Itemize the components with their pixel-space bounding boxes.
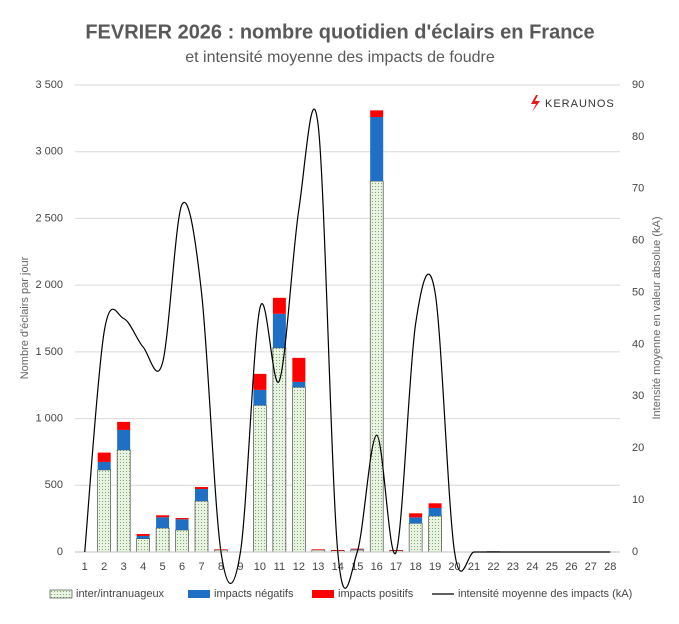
bar-segment [194,500,209,553]
bar-segment [292,357,306,382]
bar-segment [175,519,189,530]
x-tick-label: 25 [546,561,558,573]
legend-label: inter/intranuageux [76,588,165,600]
y2-tick-label: 20 [632,442,644,454]
x-tick-label: 10 [254,561,266,573]
bar-segment [155,527,170,553]
x-tick-label: 17 [390,561,402,573]
x-tick-label: 12 [293,561,305,573]
bar-segment [272,313,286,348]
y-tick-label: 500 [45,479,63,491]
bar-segment [117,429,131,450]
bar-segment [117,421,131,430]
y-tick-label: 3 500 [35,79,63,91]
y2-tick-label: 30 [632,390,644,402]
x-tick-label: 28 [604,561,616,573]
bar-segment [253,404,267,553]
x-tick-label: 2 [101,561,107,573]
y2-tick-label: 0 [632,546,638,558]
legend-swatch [312,590,334,598]
x-tick-label: 8 [218,561,224,573]
bar-segment [292,381,306,388]
brand-icon [531,95,540,112]
bar-segment [408,523,423,553]
legend-label: impacts positifs [338,588,414,600]
bar-segment [370,117,384,182]
legend-swatch [49,589,73,599]
x-tick-label: 16 [371,561,383,573]
y2-axis-title: Intensité moyenne en valeur absolue (kA) [651,216,663,419]
bar-segment [253,373,267,390]
bar-segment [253,389,267,406]
x-tick-label: 14 [332,561,344,573]
y-tick-label: 0 [57,546,63,558]
bar-segment [97,461,111,470]
bar-segment [369,180,384,553]
bar-segment [311,549,325,550]
y-tick-label: 1 500 [35,346,63,358]
legend-label: impacts négatifs [214,588,294,600]
bar-segment [195,487,209,490]
y2-tick-label: 80 [632,131,644,143]
x-tick-label: 23 [507,561,519,573]
y-tick-label: 3 000 [35,146,63,158]
y2-tick-label: 90 [632,79,644,91]
x-tick-label: 6 [179,561,185,573]
bar-segment [350,548,364,550]
bar-segment [136,533,150,536]
legend-swatch [188,590,210,598]
intensity-line [84,108,611,589]
bar-segment [175,529,189,553]
y2-tick-label: 60 [632,235,644,247]
bar-segment [116,449,131,553]
x-tick-label: 20 [448,561,460,573]
y2-tick-label: 40 [632,338,644,350]
bar-segment [272,347,287,553]
y2-tick-label: 50 [632,286,644,298]
bar-segment [272,297,286,314]
bar-segment [156,515,170,518]
bar-segment [370,110,384,118]
x-tick-label: 27 [585,561,597,573]
bar-segment [195,489,209,502]
x-tick-label: 7 [198,561,204,573]
y-axis-title: Nombre d'éclairs par jour [19,256,31,379]
x-tick-label: 11 [274,561,285,573]
x-tick-label: 3 [121,561,127,573]
bar-segment [409,517,423,524]
bar-segment [136,538,150,553]
y-tick-label: 2 000 [35,279,63,291]
bar-segment [428,507,442,516]
x-tick-label: 21 [468,561,480,573]
bar-segment [409,513,423,518]
bar-segment [156,517,170,528]
x-tick-label: 5 [160,561,166,573]
bar-segment [292,386,306,553]
brand: KERAUNOS [545,98,615,110]
x-tick-label: 24 [526,561,538,573]
legend-label: intensité moyenne des impacts (kA) [458,588,632,600]
bar-segment [428,503,442,508]
x-tick-label: 9 [237,561,243,573]
bar-segment [136,535,150,539]
x-tick-label: 4 [140,561,146,573]
x-tick-label: 1 [82,561,88,573]
y-tick-label: 1 000 [35,412,63,424]
bar-segment [428,515,442,553]
x-tick-label: 22 [487,561,499,573]
y2-tick-label: 70 [632,183,644,195]
y2-tick-label: 10 [632,494,644,506]
bar-segment [97,452,111,462]
chart-title: FEVRIER 2026 : nombre quotidien d'éclair… [85,21,594,43]
y-tick-label: 2 500 [35,212,63,224]
bar-segment [350,549,364,550]
x-tick-label: 18 [410,561,422,573]
bar-segment [175,517,189,520]
x-tick-label: 26 [565,561,577,573]
x-tick-label: 19 [429,561,441,573]
chart-subtitle: et intensité moyenne des impacts de foud… [185,49,495,66]
x-tick-label: 13 [312,561,324,573]
bar-segment [97,469,111,553]
